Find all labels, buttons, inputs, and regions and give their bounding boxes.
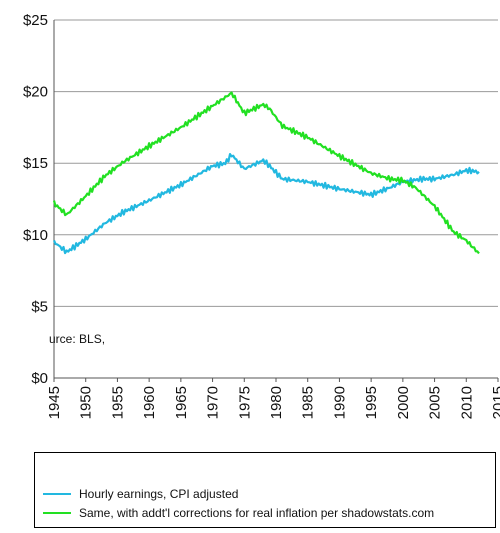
x-tick-label: 2005 xyxy=(427,386,444,419)
legend-swatch-hourly-earnings xyxy=(43,493,71,495)
y-tick-label: $15 xyxy=(23,155,48,172)
legend-item-shadowstats: Same, with addt'l corrections for real i… xyxy=(43,506,434,520)
y-tick-label: $0 xyxy=(31,370,48,387)
series-line-1 xyxy=(52,91,480,255)
x-tick-label: 1985 xyxy=(300,386,317,419)
legend-item-hourly-earnings: Hourly earnings, CPI adjusted xyxy=(43,487,238,501)
source-annotation: urce: BLS, xyxy=(49,332,106,346)
x-tick-label: 1950 xyxy=(78,386,95,419)
legend-swatch-shadowstats xyxy=(43,512,71,514)
plot-area xyxy=(54,20,498,378)
x-tick-label: 1965 xyxy=(173,386,190,419)
legend: Hourly earnings, CPI adjusted Same, with… xyxy=(34,452,496,528)
x-tick-label: 1995 xyxy=(363,386,380,419)
x-tick-label: 1975 xyxy=(236,386,253,419)
x-tick-label: 1955 xyxy=(109,386,126,419)
x-tick-label: 1945 xyxy=(46,386,63,419)
y-tick-label: $20 xyxy=(23,84,48,101)
x-tick-label: 1970 xyxy=(205,386,222,419)
x-tick-label: 2000 xyxy=(395,386,412,419)
y-tick-label: $10 xyxy=(23,227,48,244)
x-tick-label: 1980 xyxy=(268,386,285,419)
x-tick-label: 2010 xyxy=(458,386,475,419)
x-tick-label: 1960 xyxy=(141,386,158,419)
y-tick-label: $5 xyxy=(31,298,48,315)
y-tick-label: $25 xyxy=(23,12,48,29)
legend-label-hourly-earnings: Hourly earnings, CPI adjusted xyxy=(79,487,239,501)
x-tick-label: 1990 xyxy=(331,386,348,419)
legend-label-shadowstats: Same, with addt'l corrections for real i… xyxy=(79,506,435,520)
x-tick-label: 2015 xyxy=(490,386,500,419)
